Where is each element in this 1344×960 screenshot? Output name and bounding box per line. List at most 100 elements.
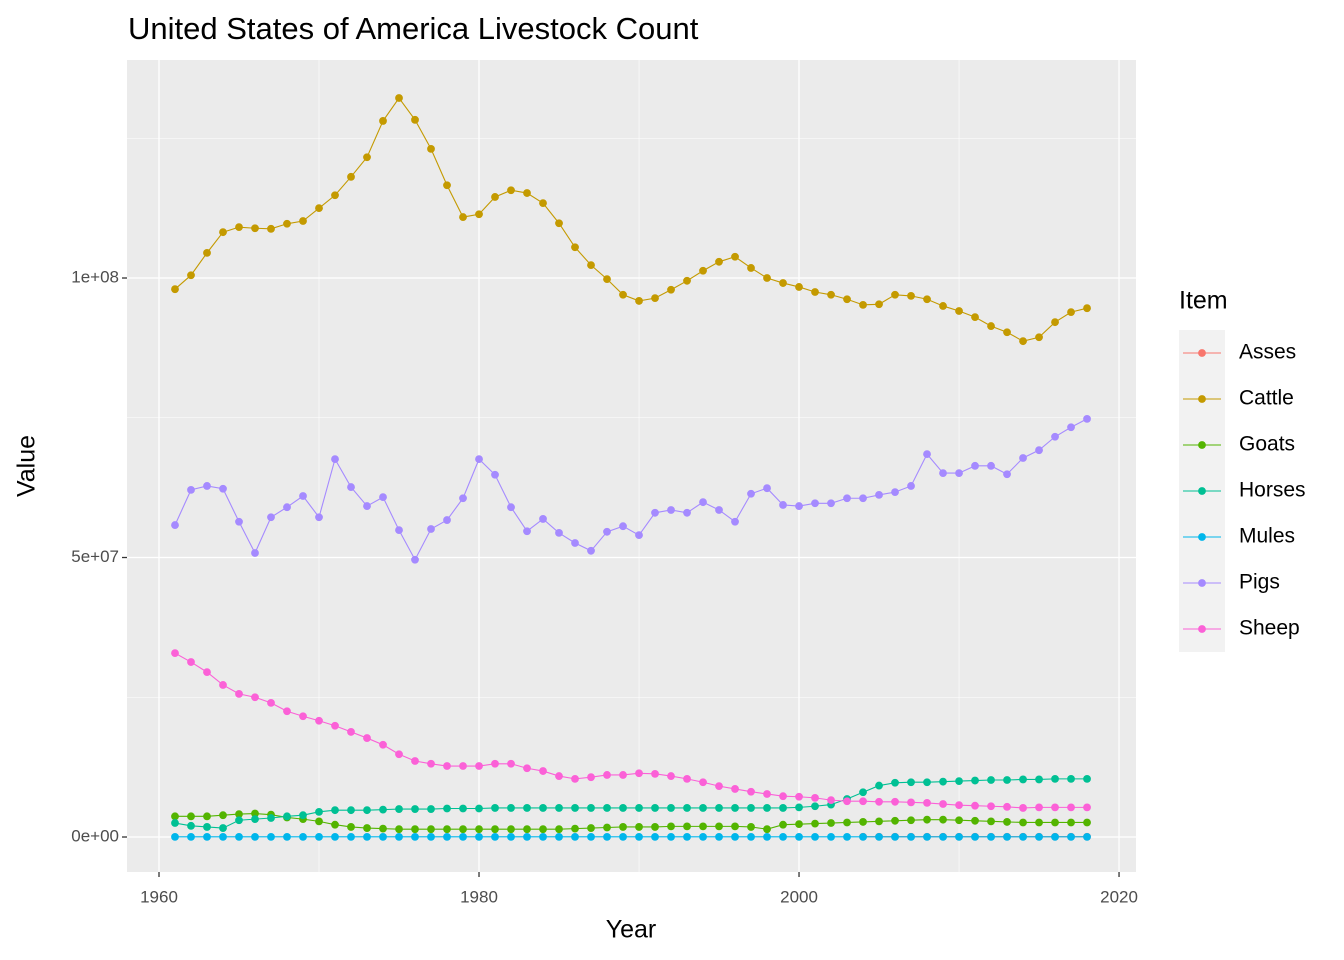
data-point (859, 797, 867, 806)
data-point (1051, 318, 1059, 327)
data-point (555, 219, 563, 228)
data-point (187, 271, 195, 280)
data-point (859, 832, 867, 841)
data-point (523, 804, 531, 812)
data-point (427, 832, 435, 841)
data-point (251, 549, 259, 557)
data-point (1035, 333, 1043, 342)
data-point (763, 274, 771, 282)
data-point (891, 488, 899, 497)
data-point (587, 261, 595, 270)
data-point (683, 276, 691, 285)
data-point (827, 832, 835, 841)
data-point (587, 546, 595, 555)
data-point (667, 506, 675, 514)
data-point (283, 707, 291, 716)
y-tick-label: 1e+08 (71, 267, 119, 286)
x-tick-label: 2020 (1100, 887, 1138, 906)
data-point (811, 499, 819, 508)
series (171, 414, 1091, 564)
data-point (267, 513, 275, 522)
legend-key-point (1198, 441, 1206, 449)
data-point (171, 521, 179, 529)
data-point (347, 806, 355, 815)
legend-title: Item (1179, 287, 1228, 315)
series-line (174, 778, 1088, 829)
data-point (795, 792, 803, 801)
data-point (1035, 803, 1043, 812)
data-point (987, 817, 995, 826)
data-point (955, 469, 963, 477)
data-point (635, 832, 643, 841)
data-point (1003, 802, 1011, 811)
data-point (907, 291, 915, 300)
legend-key-point (1198, 395, 1206, 403)
data-point (715, 782, 723, 791)
legend-label: Mules (1239, 525, 1295, 548)
data-point (795, 832, 803, 841)
series (171, 649, 1091, 812)
data-point (667, 804, 675, 812)
data-point (507, 186, 515, 195)
data-point (507, 503, 515, 512)
data-point (219, 811, 227, 820)
data-point (379, 832, 387, 841)
data-point (923, 815, 931, 824)
data-point (651, 294, 659, 303)
data-point (891, 797, 899, 806)
data-point (779, 804, 787, 812)
data-point (491, 825, 499, 834)
data-point (203, 832, 211, 841)
data-point (331, 806, 339, 815)
series (171, 774, 1091, 832)
data-point (299, 492, 307, 500)
data-point (603, 527, 611, 536)
data-point (555, 825, 563, 834)
data-point (987, 776, 995, 784)
data-point (411, 805, 419, 813)
data-point (347, 823, 355, 831)
legend-label: Goats (1239, 433, 1295, 456)
data-point (395, 825, 403, 834)
data-point (907, 482, 915, 490)
data-point (795, 502, 803, 510)
data-point (523, 527, 531, 536)
data-point (843, 818, 851, 827)
series (171, 94, 1091, 346)
data-point (571, 539, 579, 547)
data-point (715, 822, 723, 831)
data-point (363, 824, 371, 832)
legend-label: Asses (1239, 341, 1296, 364)
data-point (507, 759, 515, 768)
data-point (203, 812, 211, 821)
data-point (443, 181, 451, 190)
data-point (427, 825, 435, 834)
data-point (459, 825, 467, 834)
data-point (779, 832, 787, 841)
data-point (635, 297, 643, 305)
data-point (1003, 818, 1011, 826)
data-point (283, 503, 291, 512)
data-point (491, 759, 499, 768)
data-point (619, 823, 627, 831)
data-point (811, 832, 819, 841)
data-point (1019, 832, 1027, 841)
data-point (283, 832, 291, 841)
data-point (459, 762, 467, 770)
legend-label: Cattle (1239, 387, 1294, 410)
data-point (347, 483, 355, 491)
data-point (731, 832, 739, 841)
data-point (219, 228, 227, 237)
data-point (699, 804, 707, 812)
data-point (475, 455, 483, 464)
data-point (763, 804, 771, 812)
data-point (1019, 818, 1027, 827)
data-point (699, 498, 707, 507)
data-point (907, 778, 915, 787)
data-point (475, 762, 483, 770)
data-point (603, 275, 611, 284)
data-point (907, 832, 915, 841)
data-point (299, 217, 307, 225)
data-point (475, 832, 483, 841)
data-point (875, 817, 883, 826)
